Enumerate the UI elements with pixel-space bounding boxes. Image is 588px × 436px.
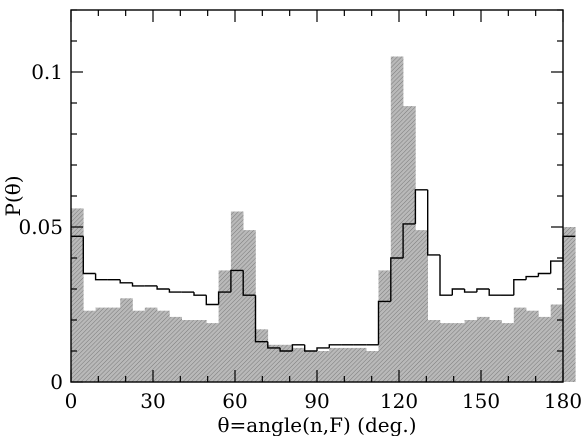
x-axis-title: θ=angle(n,F) (deg.) bbox=[217, 413, 416, 436]
filled-bar-27 bbox=[403, 106, 416, 382]
filled-bar-35 bbox=[501, 323, 515, 382]
y-tick-label-2: 0.1 bbox=[31, 60, 63, 84]
x-tick-label-90: 90 bbox=[304, 389, 329, 413]
outline-step-28 bbox=[414, 189, 428, 224]
outline-step-5 bbox=[131, 282, 145, 287]
outline-step-18 bbox=[291, 344, 305, 351]
outline-step-13 bbox=[230, 269, 244, 293]
filled-bar-10 bbox=[194, 320, 207, 382]
x-tick-label-150: 150 bbox=[462, 389, 500, 413]
outline-step-1 bbox=[82, 236, 96, 275]
y-axis-title: P(θ) bbox=[1, 175, 25, 216]
outline-step-32 bbox=[463, 289, 477, 293]
filled-bar-23 bbox=[353, 347, 367, 382]
x-tick-label-120: 120 bbox=[380, 389, 418, 413]
x-tick-label-60: 60 bbox=[222, 389, 247, 413]
outline-step-21 bbox=[328, 344, 342, 348]
outline-step-2 bbox=[94, 273, 108, 281]
y-tick-label-0: 0 bbox=[50, 370, 63, 394]
outline-step-27 bbox=[402, 223, 416, 258]
filled-bar-4 bbox=[120, 298, 133, 382]
filled-bar-13 bbox=[230, 211, 244, 382]
outline-step-38 bbox=[537, 272, 551, 277]
filled-bar-22 bbox=[341, 347, 355, 382]
filled-bar-0 bbox=[71, 208, 84, 382]
filled-bar-5 bbox=[132, 310, 146, 382]
axis-ticks bbox=[70, 9, 564, 383]
outline-step-25 bbox=[377, 300, 391, 345]
filled-bar-21 bbox=[329, 347, 342, 382]
tick-labels: 0 30 60 90 120 150 180 0 0.05 0.1 bbox=[18, 60, 582, 413]
filled-bar-3 bbox=[107, 307, 121, 382]
filled-bar-11 bbox=[206, 323, 219, 382]
outline-step-4 bbox=[119, 279, 133, 284]
outline-step-30 bbox=[439, 254, 453, 296]
filled-bar-16 bbox=[267, 344, 281, 382]
outline-step-14 bbox=[242, 270, 256, 296]
x-tick-label-0: 0 bbox=[65, 389, 78, 413]
outline-step-11 bbox=[205, 295, 219, 306]
outline-histogram bbox=[71, 189, 576, 352]
filled-bar-24 bbox=[366, 351, 379, 382]
filled-bar-40 bbox=[563, 227, 576, 382]
filled-bar-15 bbox=[255, 329, 269, 382]
filled-bar-12 bbox=[218, 270, 232, 382]
filled-bar-19 bbox=[304, 351, 318, 382]
outline-step-15 bbox=[254, 295, 268, 343]
outline-step-10 bbox=[193, 292, 207, 296]
filled-bar-34 bbox=[489, 320, 502, 382]
filled-bar-39 bbox=[550, 304, 564, 382]
outline-step-31 bbox=[451, 288, 465, 296]
filled-bar-9 bbox=[181, 320, 195, 382]
filled-bar-25 bbox=[378, 270, 392, 382]
filled-bar-31 bbox=[452, 323, 465, 382]
filled-bar-17 bbox=[280, 344, 293, 382]
filled-bar-33 bbox=[476, 316, 490, 382]
outline-step-8 bbox=[168, 289, 182, 293]
outline-step-26 bbox=[390, 257, 404, 302]
outline-step-12 bbox=[217, 291, 231, 305]
x-tick-label-180: 180 bbox=[544, 389, 582, 413]
filled-bar-29 bbox=[427, 320, 441, 382]
outline-step-37 bbox=[525, 275, 539, 280]
outline-step-36 bbox=[513, 279, 527, 296]
filled-bar-14 bbox=[243, 230, 256, 382]
filled-histogram bbox=[71, 56, 576, 382]
filled-bar-20 bbox=[317, 351, 330, 382]
filled-bar-36 bbox=[513, 307, 527, 382]
filled-bar-30 bbox=[440, 323, 453, 382]
filled-bar-8 bbox=[169, 316, 182, 382]
y-tick-label-1: 0.05 bbox=[18, 215, 63, 239]
filled-bar-28 bbox=[415, 230, 428, 382]
filled-bar-38 bbox=[538, 316, 551, 382]
x-tick-label-30: 30 bbox=[140, 389, 165, 413]
outline-step-34 bbox=[488, 289, 502, 296]
outline-step-20 bbox=[316, 347, 330, 351]
outline-step-19 bbox=[304, 344, 317, 352]
outline-step-7 bbox=[156, 285, 170, 290]
filled-bar-7 bbox=[157, 310, 170, 382]
outline-step-39 bbox=[550, 260, 563, 274]
outline-step-16 bbox=[267, 341, 281, 349]
filled-bar-18 bbox=[292, 347, 305, 382]
filled-bar-32 bbox=[464, 320, 478, 382]
filled-bar-6 bbox=[144, 307, 158, 382]
filled-bar-2 bbox=[95, 307, 109, 382]
outline-step-17 bbox=[279, 347, 293, 352]
filled-bar-1 bbox=[83, 310, 96, 382]
outline-step-33 bbox=[476, 288, 490, 293]
filled-bar-26 bbox=[390, 56, 404, 382]
outline-step-29 bbox=[427, 189, 440, 256]
filled-bar-37 bbox=[526, 310, 539, 382]
